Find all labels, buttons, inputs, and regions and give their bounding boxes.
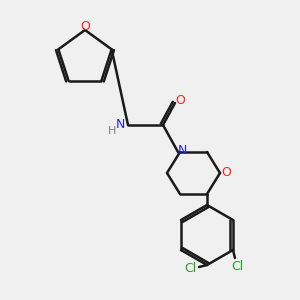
Text: O: O bbox=[221, 167, 231, 179]
Text: O: O bbox=[80, 20, 90, 34]
Text: H: H bbox=[108, 126, 116, 136]
Text: Cl: Cl bbox=[184, 262, 196, 275]
Text: N: N bbox=[177, 143, 187, 157]
Text: N: N bbox=[115, 118, 125, 131]
Text: O: O bbox=[175, 94, 185, 107]
Text: Cl: Cl bbox=[231, 260, 243, 274]
